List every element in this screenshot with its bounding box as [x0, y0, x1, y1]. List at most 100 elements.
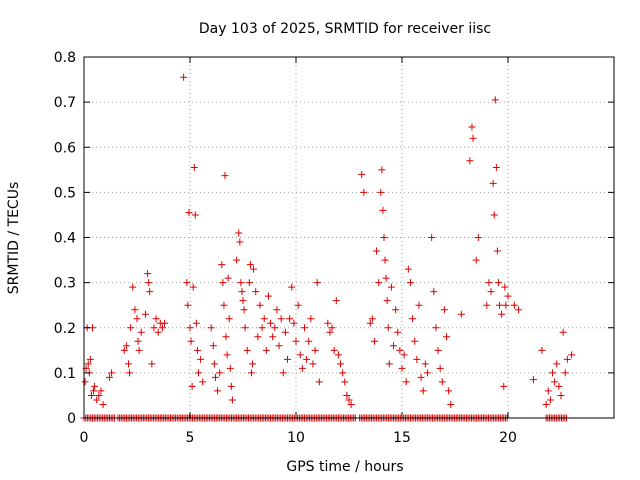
y-axis-label: SRMTID / TECUs	[6, 182, 22, 295]
data-point	[236, 238, 244, 246]
data-point	[131, 306, 139, 314]
data-point	[375, 279, 383, 287]
data-point	[133, 315, 141, 323]
data-point	[555, 382, 563, 390]
data-point	[252, 288, 260, 296]
y-tick-label: 0.2	[54, 321, 76, 337]
data-point	[197, 355, 205, 363]
data-point	[296, 351, 304, 359]
data-point	[275, 342, 283, 350]
data-point	[381, 256, 389, 264]
data-point	[187, 337, 195, 345]
data-point	[256, 301, 264, 309]
data-point	[544, 387, 552, 395]
data-point	[373, 247, 381, 255]
data-point	[135, 346, 143, 354]
data-point	[254, 333, 262, 341]
data-point	[466, 157, 474, 165]
data-point	[324, 319, 332, 327]
data-point	[436, 364, 444, 372]
data-point	[343, 391, 351, 399]
data-point	[400, 351, 408, 359]
data-point	[185, 209, 193, 217]
data-point	[345, 396, 353, 404]
data-point	[380, 234, 388, 241]
data-point	[411, 337, 419, 345]
data-point	[366, 319, 374, 327]
data-point	[88, 324, 96, 332]
data-point	[551, 378, 559, 386]
data-point	[99, 400, 107, 408]
data-point	[409, 315, 417, 323]
data-point	[186, 324, 194, 332]
data-point	[417, 373, 425, 381]
data-point	[494, 279, 502, 287]
data-point	[271, 324, 279, 332]
data-point	[122, 342, 130, 350]
data-point	[207, 324, 215, 332]
data-point	[404, 265, 412, 273]
data-point	[86, 355, 94, 363]
data-point	[209, 342, 217, 350]
x-axis-label: GPS time / hours	[286, 459, 403, 475]
data-point	[298, 364, 306, 372]
data-point	[341, 378, 349, 386]
data-point	[221, 172, 229, 180]
data-point	[419, 387, 427, 395]
data-point	[332, 297, 340, 305]
data-point	[199, 378, 207, 386]
data-point	[240, 306, 248, 314]
data-point	[421, 360, 429, 368]
x-tick-label: 15	[393, 430, 411, 446]
data-point	[141, 310, 149, 318]
data-point	[440, 306, 448, 314]
data-point	[294, 301, 302, 309]
data-point	[273, 306, 281, 314]
data-point	[262, 346, 270, 354]
data-point	[334, 351, 342, 359]
data-point	[125, 360, 133, 368]
data-point	[228, 396, 236, 404]
data-point	[434, 346, 442, 354]
data-point	[307, 315, 315, 323]
data-point	[496, 301, 504, 309]
data-point	[222, 333, 230, 341]
data-point	[358, 170, 366, 178]
data-point	[498, 310, 506, 318]
data-point	[137, 328, 145, 336]
data-point	[504, 292, 512, 300]
data-point	[474, 234, 482, 241]
data-point	[225, 315, 233, 323]
data-point	[87, 391, 95, 399]
data-point	[188, 382, 196, 390]
data-point	[120, 346, 128, 354]
data-point	[315, 378, 323, 386]
data-point	[430, 288, 438, 296]
data-point	[510, 301, 518, 309]
data-point	[243, 346, 251, 354]
x-tick-label: 5	[186, 430, 195, 446]
x-tick-label: 0	[80, 430, 89, 446]
data-point	[563, 355, 571, 363]
data-point	[233, 256, 241, 264]
data-point	[360, 188, 368, 196]
y-tick-label: 0.5	[54, 185, 76, 201]
data-point	[189, 283, 197, 291]
y-tick-label: 0.3	[54, 276, 76, 292]
data-point	[220, 301, 228, 309]
data-point	[529, 376, 537, 384]
data-point	[224, 274, 232, 282]
data-point	[247, 369, 255, 377]
data-point	[237, 279, 245, 287]
axis-ticks	[83, 56, 614, 419]
data-point	[483, 301, 491, 309]
data-point	[264, 292, 272, 300]
data-point	[378, 166, 386, 174]
data-point	[542, 400, 550, 408]
data-point	[387, 283, 395, 291]
data-point	[150, 324, 158, 332]
data-point	[491, 96, 499, 104]
data-point	[161, 319, 169, 327]
data-point	[385, 360, 393, 368]
data-point	[402, 378, 410, 386]
